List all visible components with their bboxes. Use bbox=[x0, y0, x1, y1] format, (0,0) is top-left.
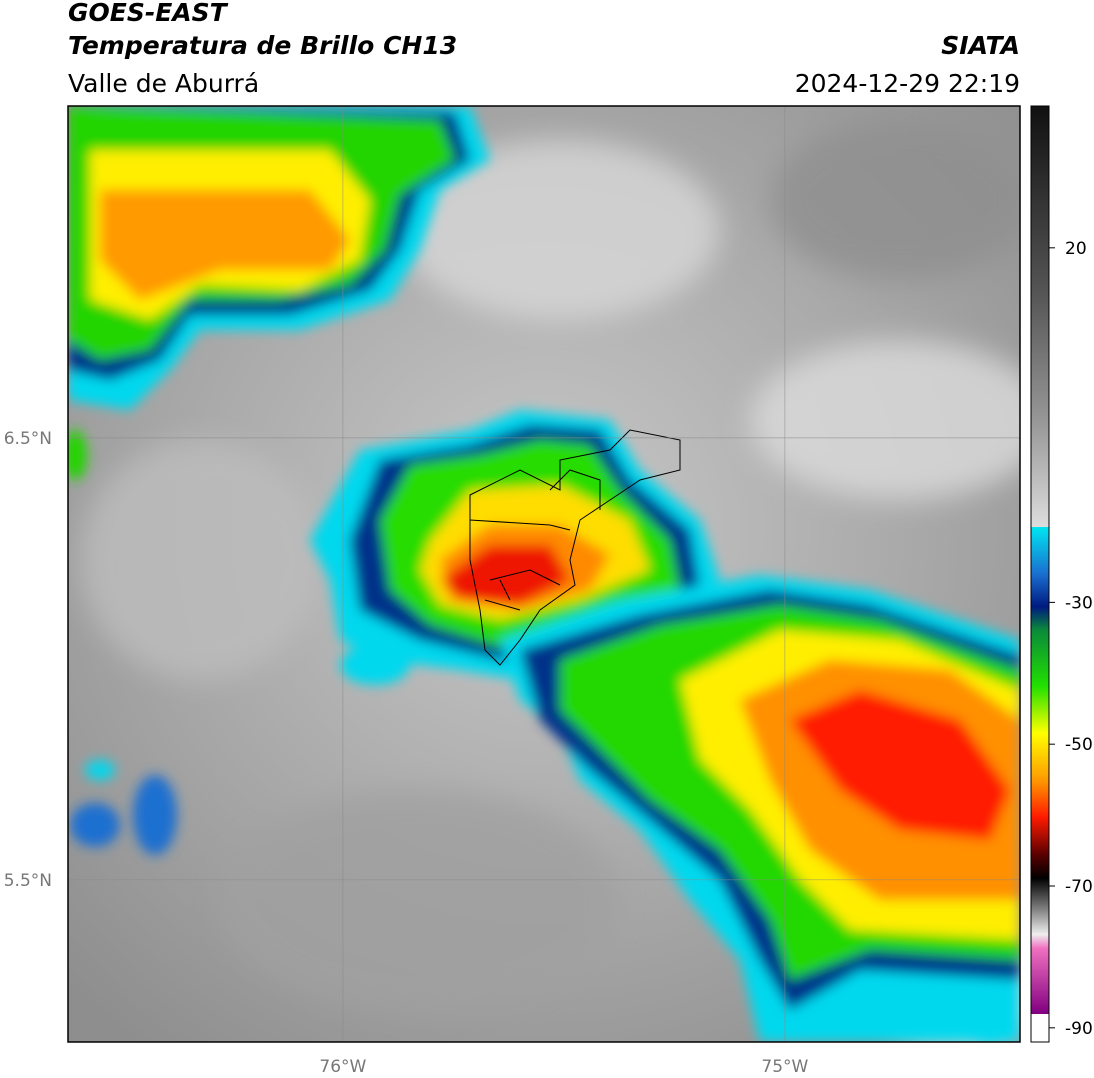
colorbar-tick-label: -70 bbox=[1065, 877, 1093, 897]
colorbar-tick-label: 20 bbox=[1065, 239, 1087, 259]
lat-tick-label: 5.5°N bbox=[4, 871, 52, 891]
colorbar-tick-label: -50 bbox=[1065, 735, 1093, 755]
colorbar-tick-label: -90 bbox=[1065, 1019, 1093, 1039]
lon-tick-label: 75°W bbox=[761, 1057, 808, 1077]
map-frame bbox=[67, 105, 1021, 1043]
region: Valle de Aburrá bbox=[68, 69, 259, 98]
lon-tick-label: 76°W bbox=[319, 1057, 366, 1077]
subtitle: Temperatura de Brillo CH13 bbox=[68, 31, 457, 60]
lat-tick-label: 6.5°N bbox=[4, 429, 52, 449]
colorbar-tick-label: -30 bbox=[1065, 593, 1093, 613]
colorbar bbox=[1030, 105, 1050, 1043]
municipal-borders bbox=[469, 429, 681, 666]
title: GOES-EAST bbox=[68, 0, 229, 27]
satellite-image bbox=[68, 106, 1020, 1042]
source: SIATA bbox=[941, 31, 1020, 60]
grid bbox=[68, 106, 1020, 1042]
datetime: 2024-12-29 22:19 bbox=[795, 69, 1020, 98]
